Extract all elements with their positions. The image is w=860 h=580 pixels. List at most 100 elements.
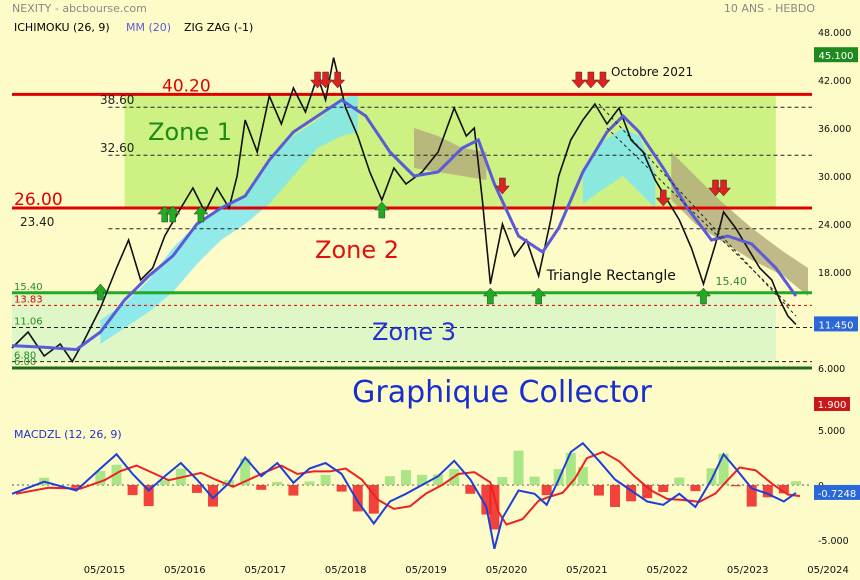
macd-hist-2 bbox=[71, 485, 82, 488]
buy-arrow-5 bbox=[482, 287, 498, 305]
macd-hist-32 bbox=[541, 485, 552, 496]
last-price-label: 11.450 bbox=[819, 320, 854, 331]
annotation-1: Triangle Rectangle bbox=[546, 268, 676, 284]
buy-arrow-3 bbox=[193, 205, 209, 223]
macd-hist-4 bbox=[111, 464, 122, 485]
macd-hist-21 bbox=[384, 476, 395, 485]
macd-hist-36 bbox=[593, 485, 604, 496]
macd-hist-44 bbox=[718, 453, 729, 485]
macd-hist-13 bbox=[256, 485, 267, 490]
macd-hist-26 bbox=[465, 485, 476, 494]
legend-0: ICHIMOKU (26, 9) bbox=[14, 21, 110, 34]
macd-title: MACDZL (12, 26, 9) bbox=[14, 428, 122, 441]
macd-last-label: -0.7248 bbox=[818, 489, 857, 500]
sell-arrow-7 bbox=[655, 189, 671, 207]
x-tick-9: 05/2024 bbox=[807, 565, 849, 576]
annotation-2: 15.40 bbox=[716, 275, 748, 288]
level-label-3: 26.00 bbox=[14, 190, 63, 210]
chart-title: NEXITY - abcbourse.com bbox=[12, 2, 147, 15]
ichimoku-cloud-3 bbox=[582, 128, 656, 208]
level-label-9: 6.00 bbox=[14, 357, 36, 368]
macd-hist-30 bbox=[513, 450, 524, 485]
macd-hist-6 bbox=[143, 485, 154, 507]
price-tick-0: 48.000 bbox=[818, 28, 851, 39]
level-label-8: 6.80 bbox=[14, 351, 36, 362]
last-price-bg bbox=[814, 316, 858, 332]
trendline-1 bbox=[598, 103, 797, 317]
macd-tick-0: 5.000 bbox=[818, 426, 845, 437]
level-label-5: 15.40 bbox=[14, 282, 43, 293]
buy-arrow-2 bbox=[165, 205, 181, 223]
level-label-0: 40.20 bbox=[162, 76, 211, 96]
macd-hist-23 bbox=[417, 474, 428, 485]
x-tick-6: 05/2021 bbox=[566, 565, 608, 576]
macd-last-bg bbox=[814, 484, 860, 500]
buy-arrow-0 bbox=[92, 283, 108, 301]
sell-arrow-2 bbox=[330, 71, 346, 89]
macd-hist-31 bbox=[529, 476, 540, 485]
macd-hist-18 bbox=[336, 485, 347, 492]
price-line bbox=[11, 57, 797, 364]
macd-hist-34 bbox=[565, 452, 576, 485]
level-label-7: 11.06 bbox=[14, 317, 43, 328]
macd-hist-20 bbox=[368, 485, 379, 514]
buy-arrow-4 bbox=[374, 201, 390, 219]
macd-hist-43 bbox=[706, 468, 717, 485]
zone-label-2: Zone 2 bbox=[315, 236, 399, 264]
macd-hist-15 bbox=[288, 485, 299, 496]
x-tick-1: 05/2016 bbox=[164, 565, 206, 576]
macd-hist-7 bbox=[159, 480, 170, 485]
macd-hist-19 bbox=[352, 485, 363, 512]
sell-arrow-6 bbox=[595, 71, 611, 89]
price-tick-2: 36.000 bbox=[818, 124, 851, 135]
macd-hist-16 bbox=[304, 481, 315, 485]
macd-signal-line bbox=[15, 450, 801, 526]
level-label-2: 32.60 bbox=[100, 141, 134, 155]
level-label-6: 13.83 bbox=[14, 294, 43, 305]
sell-arrow-3 bbox=[494, 177, 511, 195]
badge-45-bg bbox=[814, 47, 858, 63]
x-tick-8: 05/2023 bbox=[727, 565, 769, 576]
x-tick-7: 05/2022 bbox=[647, 565, 689, 576]
macd-hist-41 bbox=[674, 477, 685, 485]
moving-average-line bbox=[11, 98, 798, 352]
x-tick-2: 05/2017 bbox=[244, 565, 286, 576]
macd-hist-38 bbox=[626, 485, 637, 502]
macd-hist-14 bbox=[272, 481, 283, 485]
level-label-4: 23.40 bbox=[20, 215, 54, 229]
macd-badge-top-label: 1.900 bbox=[818, 400, 847, 411]
level-label-1: 38.60 bbox=[100, 93, 134, 107]
macd-hist-46 bbox=[746, 485, 757, 507]
macd-hist-28 bbox=[489, 485, 500, 530]
price-tick-1: 42.000 bbox=[818, 76, 851, 87]
price-tick-5: 18.000 bbox=[818, 268, 851, 279]
macd-hist-40 bbox=[658, 485, 669, 493]
buy-arrow-6 bbox=[531, 287, 547, 305]
price-tick-4: 24.000 bbox=[818, 220, 851, 231]
macd-hist-10 bbox=[208, 485, 219, 507]
macd-hist-5 bbox=[127, 485, 138, 496]
macd-hist-39 bbox=[642, 485, 653, 499]
price-tick-7: 6.000 bbox=[818, 364, 845, 375]
macd-hist-47 bbox=[762, 485, 773, 498]
macd-hist-37 bbox=[610, 485, 621, 507]
macd-hist-29 bbox=[497, 477, 508, 485]
x-tick-4: 05/2019 bbox=[405, 565, 447, 576]
trendline-2 bbox=[606, 127, 793, 309]
annotation-3: Graphique Collector bbox=[352, 375, 652, 410]
macd-hist-35 bbox=[577, 466, 588, 485]
macd-line bbox=[11, 441, 797, 550]
x-tick-3: 05/2018 bbox=[325, 565, 367, 576]
zone-label-3: Zone 3 bbox=[372, 318, 456, 346]
macd-hist-3 bbox=[95, 470, 106, 485]
macd-hist-12 bbox=[240, 458, 251, 485]
macd-hist-9 bbox=[191, 485, 202, 493]
macd-hist-17 bbox=[320, 474, 331, 485]
buy-arrow-7 bbox=[695, 287, 712, 305]
macd-hist-49 bbox=[790, 481, 801, 485]
ichimoku-cloud-4 bbox=[671, 152, 808, 296]
macd-hist-22 bbox=[400, 470, 411, 485]
x-tick-5: 05/2020 bbox=[486, 565, 528, 576]
